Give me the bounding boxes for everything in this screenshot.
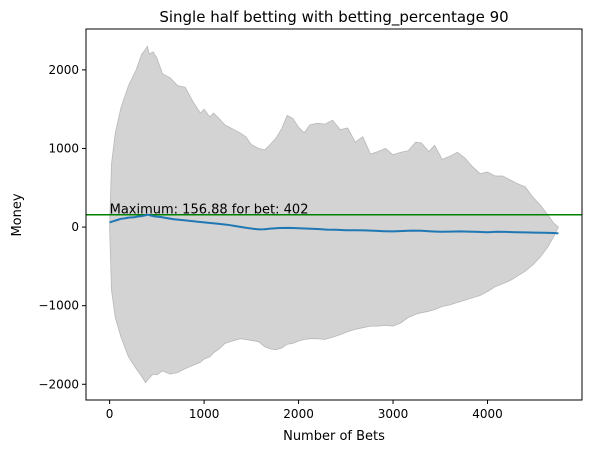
mean-series-line xyxy=(109,213,559,235)
plot-area: Maximum: 156.88 for bet: 402 xyxy=(86,45,582,384)
y-tick-label: −1000 xyxy=(38,299,79,313)
x-tick-label: 4000 xyxy=(472,407,503,421)
y-tick-label: 2000 xyxy=(48,63,79,77)
x-axis: 0 1000 2000 3000 4000 xyxy=(106,400,503,421)
x-tick-label: 1000 xyxy=(189,407,220,421)
x-axis-label: Number of Bets xyxy=(283,429,385,444)
chart-title: Single half betting with betting_percent… xyxy=(159,8,508,27)
x-tick-label: 3000 xyxy=(378,407,409,421)
y-tick-label: 1000 xyxy=(48,141,79,155)
axes-frame xyxy=(85,28,583,401)
maximum-annotation: Maximum: 156.88 for bet: 402 xyxy=(110,203,309,218)
y-tick-label: 0 xyxy=(71,220,79,234)
y-tick-label: −2000 xyxy=(38,377,79,391)
x-tick-label: 2000 xyxy=(283,407,314,421)
y-axis-label: Money xyxy=(10,193,25,236)
y-axis: −2000 −1000 0 1000 2000 xyxy=(38,63,86,391)
x-tick-label: 0 xyxy=(106,407,114,421)
